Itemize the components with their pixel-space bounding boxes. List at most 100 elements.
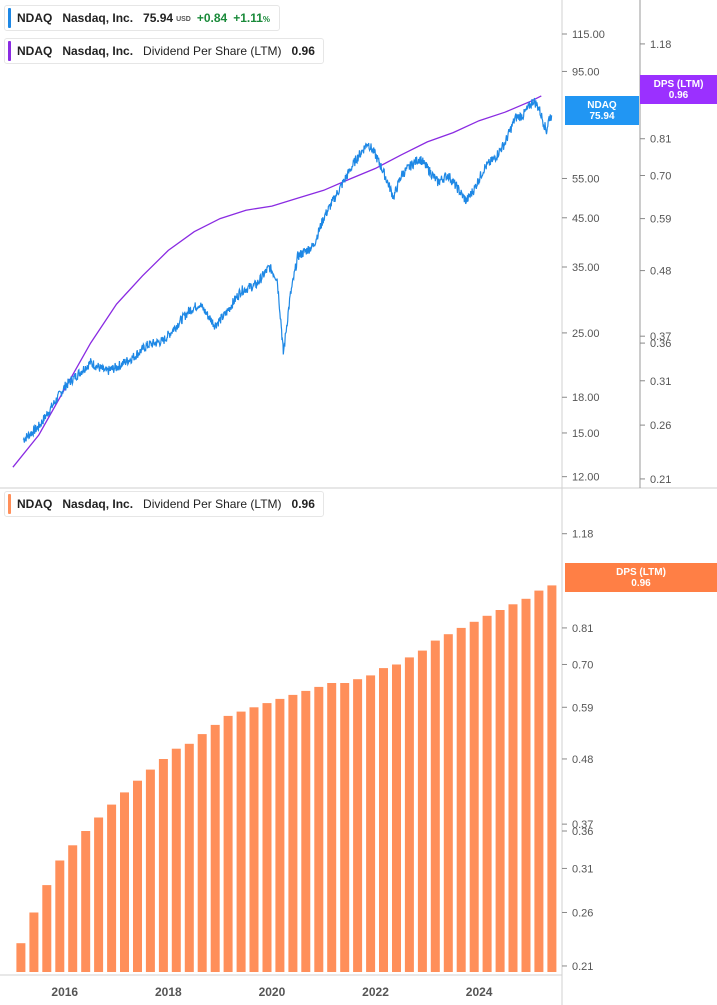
bar-axis-tick: 0.37 [572,819,593,831]
bar-axis-tick: 1.18 [572,529,593,541]
dps-bar [288,694,298,972]
legend-dps-bottom-swatch [8,494,11,514]
dps-bar [16,943,26,972]
dps-bar [353,679,363,972]
dps-top-tag-value: 0.96 [668,89,689,101]
dps-bar [275,698,285,972]
price-tag-value: 75.94 [589,110,615,122]
legend-price-swatch [8,8,11,28]
price-axis-tick: 115.00 [572,29,605,41]
legend-price-change: +0.84 [196,11,228,25]
price-line [22,97,553,443]
dps-bar [107,804,117,972]
dps-bar [301,690,311,972]
dps-bar [158,759,168,972]
dps-bar [145,769,155,972]
dps-bar [366,675,376,972]
dps-bar [197,734,207,972]
dps-bar [456,627,466,972]
dps-bar [404,657,414,972]
legend-dps-top[interactable]: NDAQ Nasdaq, Inc. Dividend Per Share (LT… [4,38,324,64]
legend-dps-top-metric: Dividend Per Share (LTM) [143,44,282,58]
dps-bar [249,707,259,972]
price-axis-tick: 18.00 [572,392,600,404]
bar-axis-tick: 0.26 [572,907,593,919]
price-axis-tick: 15.00 [572,428,600,440]
legend-price-change-pct: +1.11% [233,11,270,25]
top-plot-series [12,95,553,468]
dps-bar [94,817,104,972]
legend-price-change-pct-sign: % [262,15,271,24]
legend-price-currency: USD [176,16,191,23]
dps-bar [521,598,531,972]
price-axis-tick: 95.00 [572,66,600,78]
legend-dps-top-symbol: NDAQ [17,44,53,58]
price-axis-tick: 35.00 [572,262,600,274]
legend-price-name: Nasdaq, Inc. [62,11,134,25]
dps-bar [443,634,453,972]
bar-axis-tick: 0.81 [572,623,593,635]
dps-axis-tick: 0.81 [650,134,671,146]
legend-price[interactable]: NDAQ Nasdaq, Inc. 75.94 USD +0.84 +1.11% [4,5,280,31]
dps-bar [68,845,78,972]
dps-bar [184,743,194,972]
dps-bar [42,885,52,972]
dps-bottom-tag: DPS (LTM) 0.96 [565,563,717,592]
legend-dps-top-swatch [8,41,11,61]
price-axis-tick: 55.00 [572,173,600,185]
dps-bar [495,610,505,972]
dps-bar [133,780,142,972]
legend-dps-top-value: 0.96 [291,44,315,58]
bar-axis-tick: 0.36 [572,826,593,838]
price-axis-tick: 25.00 [572,328,600,340]
dps-bar [223,715,233,972]
legend-dps-bottom[interactable]: NDAQ Nasdaq, Inc. Dividend Per Share (LT… [4,491,324,517]
dps-bar [327,683,337,972]
legend-dps-bottom-metric: Dividend Per Share (LTM) [143,497,282,511]
bar-axis-tick: 0.31 [572,863,593,875]
price-tag: NDAQ 75.94 [565,96,639,125]
dps-bar [547,585,557,972]
dps-bar [469,621,479,972]
dps-bar [236,711,246,972]
price-axis-tick: 12.00 [572,472,600,484]
dps-bar [55,860,65,972]
x-axis-tick: 2020 [259,985,286,999]
legend-price-symbol: NDAQ [17,11,53,25]
bottom-plot-bars [16,585,557,972]
x-axis-tick: 2024 [466,985,493,999]
dps-axis-tick: 1.18 [650,39,671,51]
x-axis-tick: 2018 [155,985,182,999]
legend-price-value: 75.94 [143,11,174,25]
x-axis-tick: 2022 [362,985,389,999]
dps-bar [81,831,91,972]
bar-axis-tick: 0.21 [572,961,593,973]
dps-bar [482,615,492,972]
dps-axis-tick: 0.21 [650,474,671,486]
dps-bar [417,650,427,972]
dps-axis-tick: 0.59 [650,214,671,226]
dps-line [12,95,542,468]
bar-axis-tick: 0.59 [572,702,593,714]
dps-axis-tick: 0.48 [650,266,671,278]
legend-dps-bottom-name: Nasdaq, Inc. [62,497,134,511]
dps-bar [392,664,401,972]
dps-top-tag: DPS (LTM) 0.96 [640,75,717,104]
bar-axis-tick: 0.48 [572,754,593,766]
dps-bar [29,912,39,972]
dps-bar [314,686,324,972]
dps-bottom-tag-value: 0.96 [631,577,651,589]
price-axis-tick: 45.00 [572,213,600,225]
dps-bottom-tag-label: DPS (LTM) [616,566,666,578]
dps-axis-tick: 0.26 [650,420,671,432]
dps-bar [508,604,518,972]
bar-axis-tick: 0.70 [572,659,593,671]
dps-axis-tick: 0.37 [650,331,671,343]
dps-bar [120,792,129,972]
legend-dps-bottom-symbol: NDAQ [17,497,53,511]
dps-axis-tick: 0.36 [650,338,671,350]
dps-bar [379,668,388,972]
dps-axis-tick: 0.70 [650,171,671,183]
dps-bar [171,748,181,972]
